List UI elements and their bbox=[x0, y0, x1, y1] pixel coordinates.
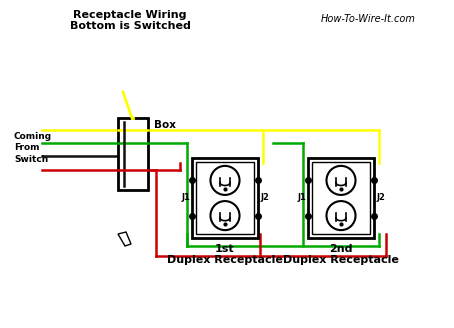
Text: J2: J2 bbox=[260, 194, 269, 202]
Bar bbox=[118, 118, 148, 190]
Text: Bottom is Switched: Bottom is Switched bbox=[69, 21, 190, 31]
Text: J1: J1 bbox=[181, 194, 190, 202]
Bar bbox=[308, 158, 374, 238]
Circle shape bbox=[326, 166, 355, 195]
Text: J1: J1 bbox=[297, 194, 306, 202]
Text: Box: Box bbox=[154, 120, 176, 130]
Polygon shape bbox=[118, 232, 131, 246]
Circle shape bbox=[211, 166, 240, 195]
Text: Duplex Receptacle: Duplex Receptacle bbox=[167, 255, 283, 265]
Text: 1st: 1st bbox=[215, 244, 235, 254]
Text: Receptacle Wiring: Receptacle Wiring bbox=[73, 10, 187, 20]
Text: How-To-Wire-It.com: How-To-Wire-It.com bbox=[321, 14, 415, 24]
Bar bbox=[196, 162, 254, 234]
Text: 2nd: 2nd bbox=[329, 244, 353, 254]
Bar bbox=[192, 158, 258, 238]
Bar bbox=[312, 162, 370, 234]
Text: Duplex Receptacle: Duplex Receptacle bbox=[283, 255, 399, 265]
Circle shape bbox=[326, 201, 355, 230]
Text: J2: J2 bbox=[376, 194, 385, 202]
Text: Coming
From
Switch: Coming From Switch bbox=[14, 132, 52, 164]
Circle shape bbox=[211, 201, 240, 230]
